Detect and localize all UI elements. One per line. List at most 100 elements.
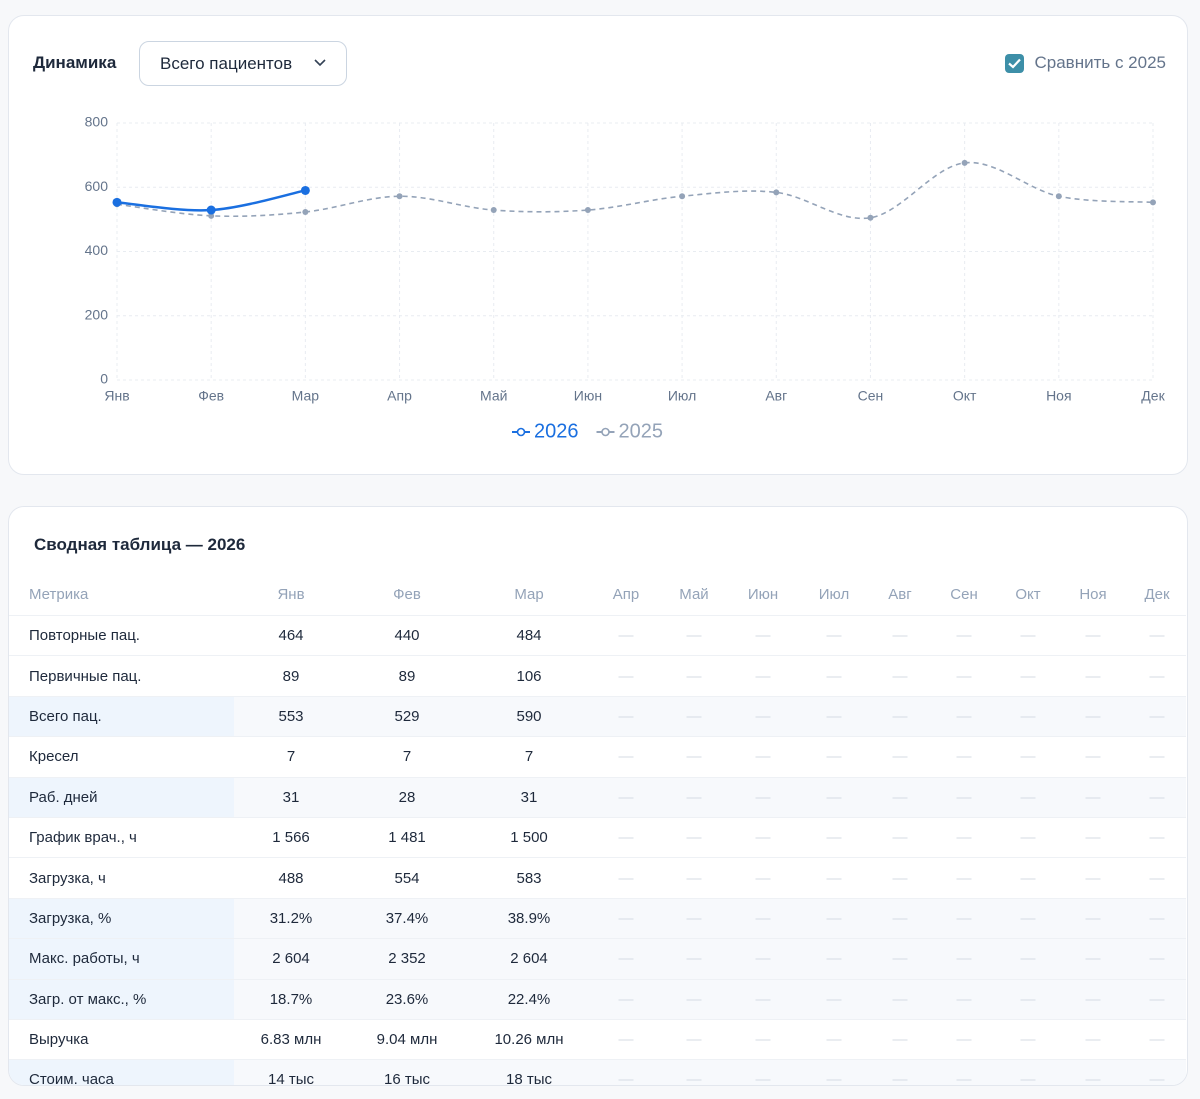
table-cell: — [998,1059,1058,1085]
table-cell: — [660,655,728,697]
table-cell: — [1058,655,1128,697]
table-cell: — [592,978,660,1020]
table-cell: 464 [234,614,348,656]
table-cell: — [798,938,870,980]
metric-dropdown[interactable]: Всего пациентов [139,41,347,86]
table-row: Загрузка, % 31.2% 37.4% 38.9% — — — — — — — — — [9,897,1186,939]
legend-label: 2025 [619,420,664,442]
table-cell: — [998,938,1058,980]
x-tick-label: Апр [387,388,412,404]
header-row: Метрика Янв Фев Мар Апр Май Июн Июл Авг Сен Окт Ноя… [9,573,1186,616]
table-cell: — [660,614,728,656]
chart-card [8,15,1188,475]
table-cell: — [798,655,870,697]
table-cell: — [930,695,998,737]
summary-table: Метрика Янв Фев Мар Апр Май Июн Июл Авг Сен Окт Ноя… [9,573,1186,1085]
legend-item[interactable]: 2025 [596,420,664,442]
table-row: Повторные пац. 464 440 484— — — — — — — — — [9,614,1186,656]
data-point [396,193,403,200]
y-tick-label: 400 [85,242,109,258]
table-cell: — [998,614,1058,656]
table-cell: — [930,857,998,899]
table-cell: 488 [234,857,348,899]
table-cell: 554 [348,857,466,899]
table-row: Всего пац. 553 529 590— — — — — — — — — [9,695,1186,737]
table-cell: — [798,857,870,899]
table-cell: — [1058,857,1128,899]
data-point [773,189,780,196]
table-cell: — [592,1018,660,1060]
table-cell: 31 [466,776,592,818]
table-cell: — [728,816,798,858]
table-cell: — [728,938,798,980]
table-cell: 106 [466,655,592,697]
data-point [206,205,216,215]
table-cell: 37.4% [348,897,466,939]
table-cell: — [728,978,798,1020]
table-cell: — [592,897,660,939]
row-label: Всего пац. [9,695,234,737]
series-line [116,161,1154,220]
table-cell: — [998,776,1058,818]
section-title: Динамика [33,53,117,72]
table-cell: — [1058,736,1128,778]
table-cell: 38.9% [466,897,592,939]
table-cell: — [592,938,660,980]
y-tick-label: 0 [100,371,108,387]
table-row: График врач., ч1 566 1 481 1 500— — — — — — — — — [9,816,1186,858]
table-cell: — [870,816,930,858]
table-cell: — [870,776,930,818]
checkbox[interactable] [1005,53,1025,73]
column-header: Метрика [29,585,89,603]
table-cell: — [798,1018,870,1060]
compare-toggle[interactable]: Сравнить с 2025 [1005,53,1166,73]
legend-label: 2026 [534,420,579,442]
table-cell: — [930,776,998,818]
table-cell: — [798,897,870,939]
row-label: Макс. работы, ч [9,938,234,980]
table-cell: — [660,857,728,899]
table-cell: — [592,736,660,778]
table-cell: — [660,1059,728,1085]
table-cell: — [930,655,998,697]
table-cell: 7 [348,736,466,778]
table-cell: 10.26 млн [466,1018,592,1060]
table-cell: — [592,816,660,858]
table-cell: — [1128,816,1186,858]
table-cell: — [660,978,728,1020]
table-cell: — [1128,897,1186,939]
table-cell: — [998,897,1058,939]
table-cell: 1 500 [466,816,592,858]
row-label: Кресел [9,736,234,778]
table-cell: — [798,978,870,1020]
table-cell: — [930,736,998,778]
table-cell: — [998,816,1058,858]
x-tick-label: Янв [104,388,129,404]
table-cell: 590 [466,695,592,737]
table-cell: — [870,695,930,737]
table-cell: 18 тыс [466,1059,592,1085]
table-cell: 440 [348,614,466,656]
table-cell: 6.83 млн [234,1018,348,1060]
table-cell: — [998,695,1058,737]
chevron [314,59,326,67]
table-cell: 22.4% [466,978,592,1020]
x-tick-label: Фев [198,388,224,404]
legend-marker [516,427,526,437]
legend-item[interactable]: 2026 [512,420,579,442]
table-cell: 28 [348,776,466,818]
column-header: Апр [612,585,640,603]
table-cell: — [660,1018,728,1060]
table-cell: — [1128,1059,1186,1085]
table-cell: 2 604 [234,938,348,980]
table-cell: — [870,978,930,1020]
table-cell: 16 тыс [348,1059,466,1085]
row-label: Стоим. часа [9,1059,234,1085]
data-point [584,207,591,214]
table-cell: — [592,695,660,737]
table-cell: 31 [234,776,348,818]
table-cell: — [870,897,930,939]
data-point [679,193,686,200]
table-cell: — [870,614,930,656]
table-row: Загр. от макс., % 18.7% 23.6% 22.4% — — — — — — — —… [9,978,1186,1020]
